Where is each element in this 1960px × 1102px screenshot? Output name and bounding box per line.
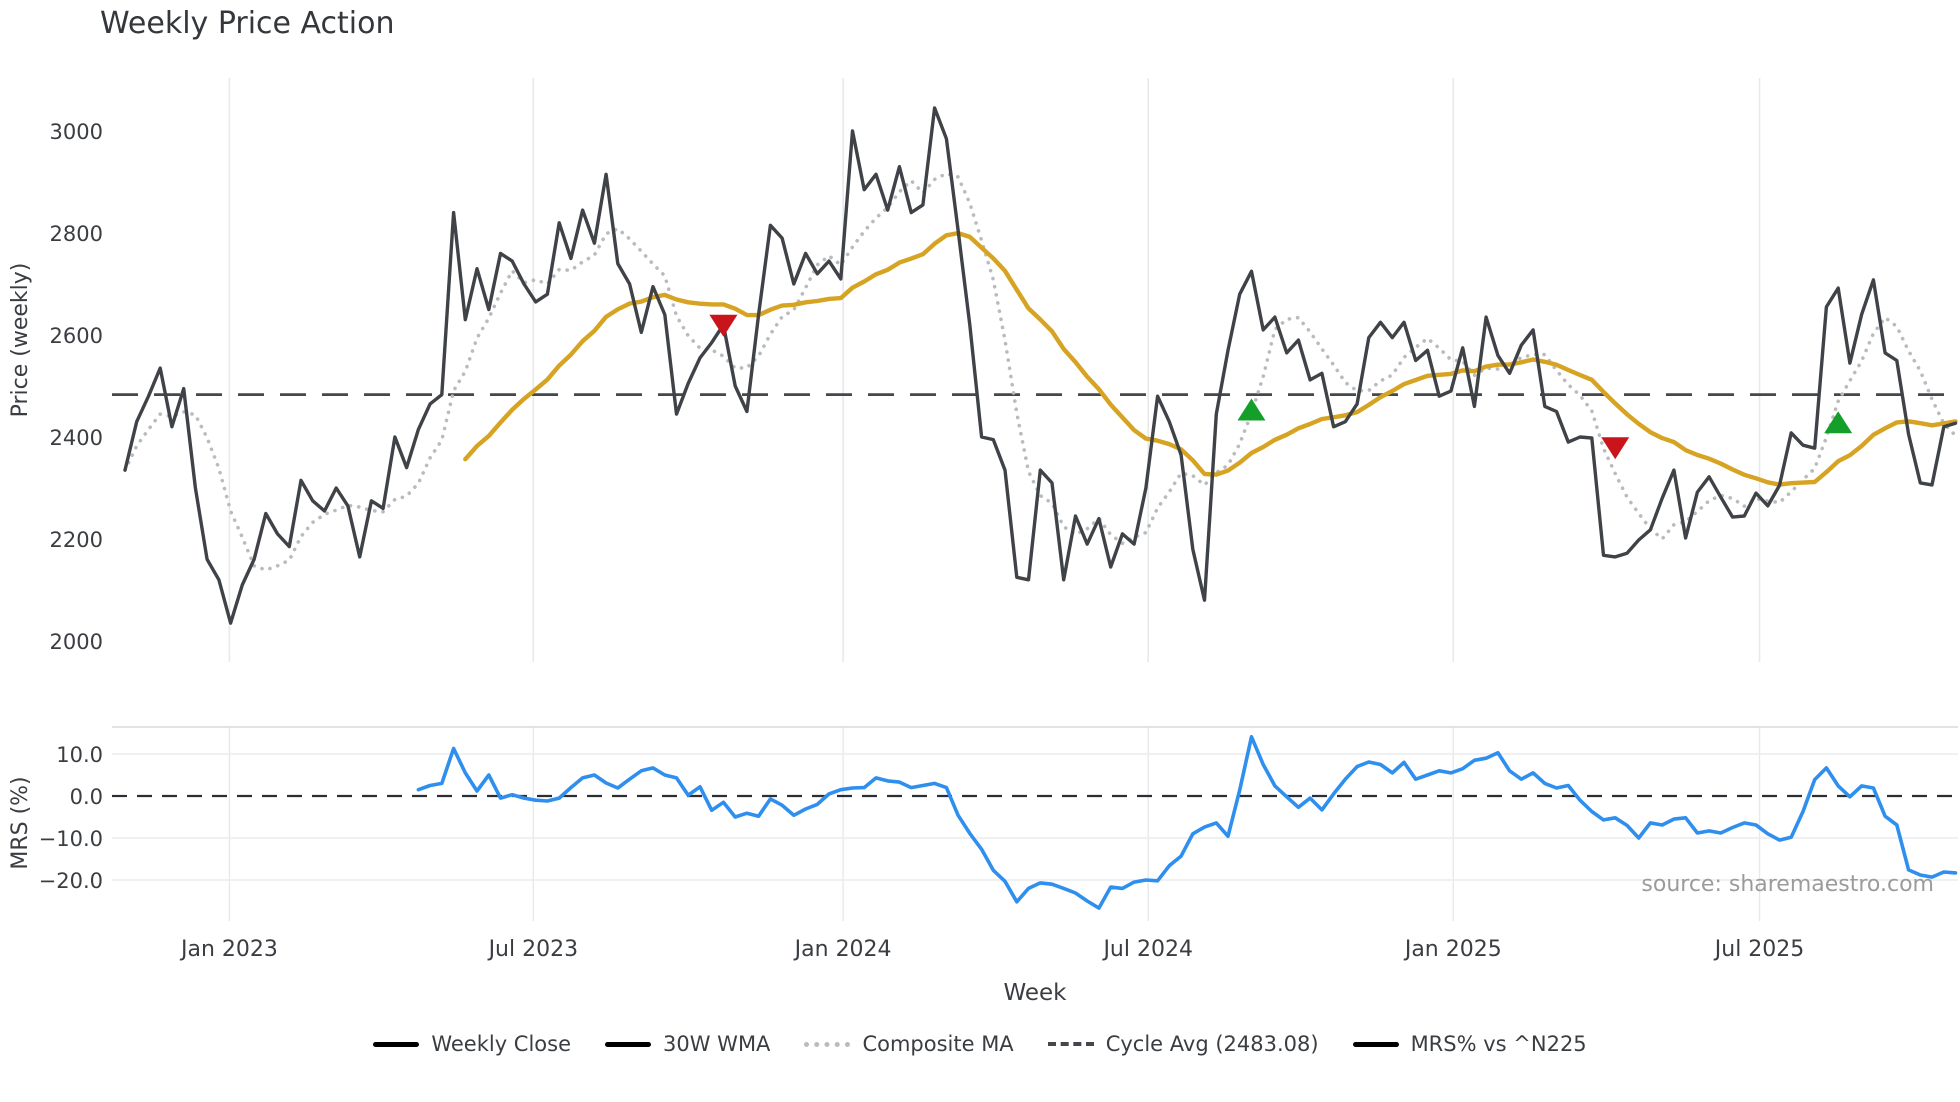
legend: Weekly Close 30W WMA Composite MA Cycle … xyxy=(0,1032,1960,1056)
legend-label: Composite MA xyxy=(862,1032,1014,1056)
legend-item-composite: Composite MA xyxy=(804,1032,1014,1056)
buy-marker-icon xyxy=(1237,398,1266,421)
cycle-avg-line-icon xyxy=(1047,1042,1094,1046)
legend-label: 30W WMA xyxy=(663,1032,771,1056)
sell-marker-icon xyxy=(709,314,738,337)
price-axis-label: Price (weekly) xyxy=(8,262,33,418)
x-tick-label: Jul 2023 xyxy=(487,937,579,962)
price-tick-label: 2400 xyxy=(50,426,103,450)
price-tick-label: 2800 xyxy=(50,222,103,246)
x-tick-label: Jul 2025 xyxy=(1713,937,1805,962)
mrs-line-icon xyxy=(1352,1041,1399,1047)
price-tick-label: 3000 xyxy=(50,120,103,144)
x-tick-label: Jul 2024 xyxy=(1101,937,1193,962)
legend-label: Weekly Close xyxy=(431,1032,572,1056)
mrs-tick-label: 10.0 xyxy=(56,743,103,767)
legend-label: Cycle Avg (2483.08) xyxy=(1105,1032,1319,1056)
x-tick-label: Jan 2025 xyxy=(1403,937,1502,962)
x-axis-label: Week xyxy=(1003,980,1067,1006)
weekly-close-line-icon xyxy=(373,1041,420,1047)
mrs-tick-label: −10.0 xyxy=(39,827,103,851)
legend-label: MRS% vs ^N225 xyxy=(1410,1032,1587,1056)
legend-item-cycle-avg: Cycle Avg (2483.08) xyxy=(1047,1032,1319,1056)
sell-marker-icon xyxy=(1601,437,1630,460)
mrs-line xyxy=(416,734,1958,910)
legend-item-weekly-close: Weekly Close xyxy=(373,1032,571,1056)
legend-item-wma: 30W WMA xyxy=(605,1032,770,1056)
price-tick-label: 2000 xyxy=(50,630,103,654)
composite-line-icon xyxy=(804,1041,851,1047)
mrs-tick-label: 0.0 xyxy=(70,785,103,809)
mrs-axis-label: MRS (%) xyxy=(8,776,33,870)
x-tick-label: Jan 2024 xyxy=(793,937,892,962)
source-credit: source: sharemaestro.com xyxy=(1641,872,1934,897)
price-tick-label: 2200 xyxy=(50,528,103,552)
mrs-tick-label: −20.0 xyxy=(39,869,103,893)
price-tick-label: 2600 xyxy=(50,324,103,348)
legend-item-mrs: MRS% vs ^N225 xyxy=(1352,1032,1587,1056)
buy-marker-icon xyxy=(1824,411,1853,434)
weekly-close-line xyxy=(123,106,1958,625)
wma-line xyxy=(463,230,1958,487)
chart-title: Weekly Price Action xyxy=(100,6,395,41)
x-tick-label: Jan 2023 xyxy=(179,937,278,962)
wma-line-icon xyxy=(605,1041,652,1047)
